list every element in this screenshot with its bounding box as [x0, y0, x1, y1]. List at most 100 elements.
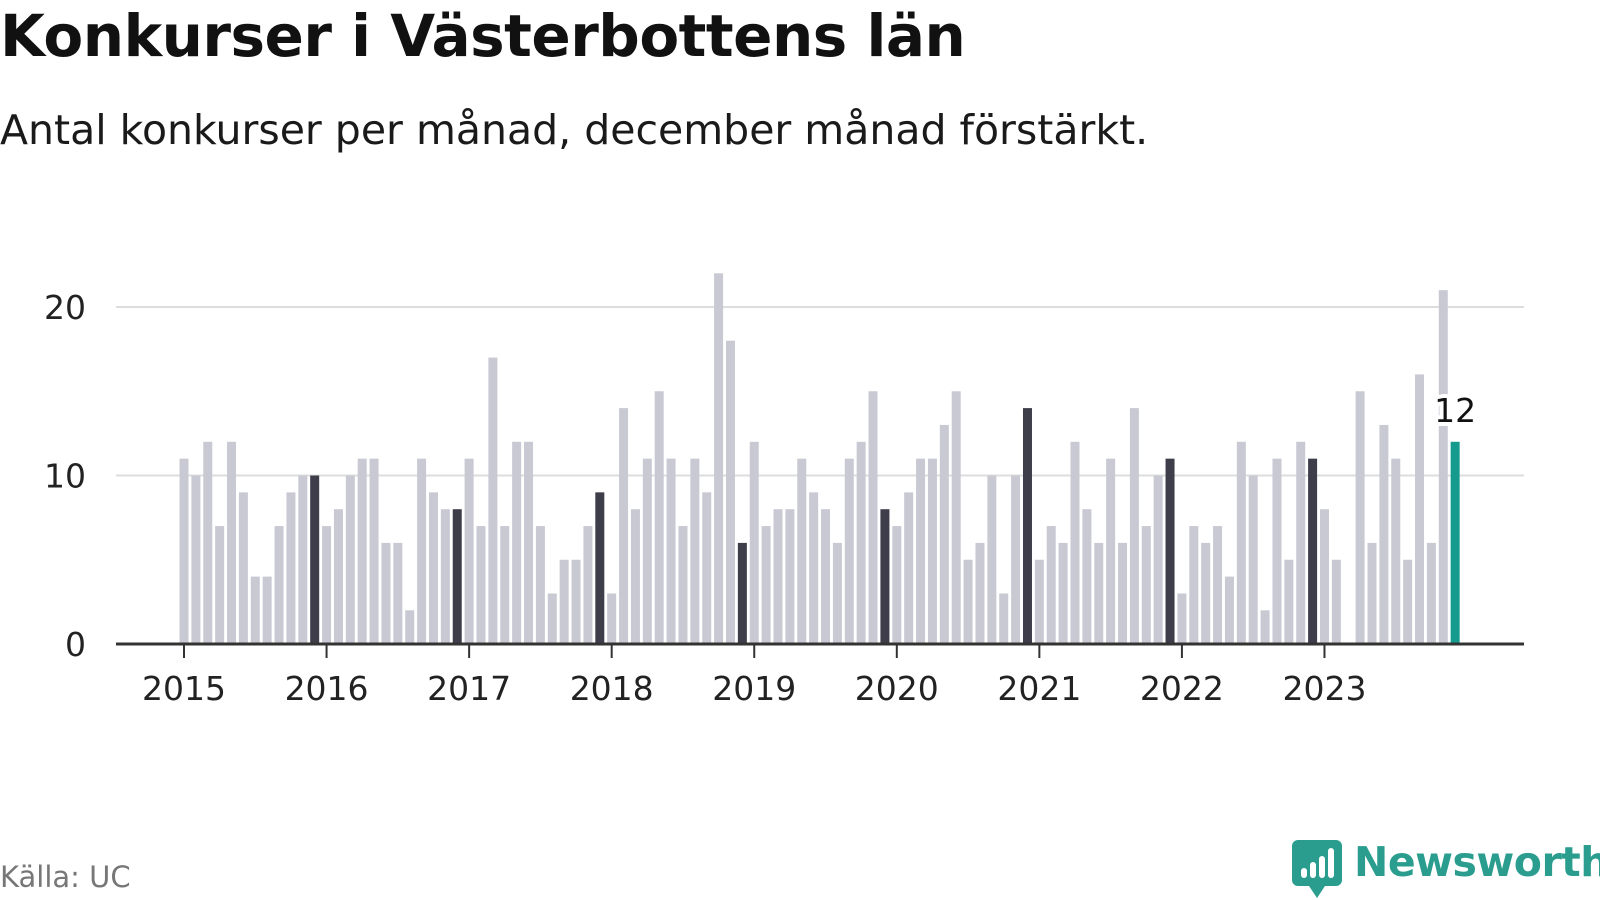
- y-axis-ticks: 0 10 20: [44, 288, 86, 664]
- month-bar: [975, 542, 985, 644]
- month-bar: [1094, 542, 1104, 644]
- x-tick-label: 2016: [285, 669, 369, 708]
- month-bar: [250, 576, 260, 644]
- month-bar: [1260, 610, 1270, 644]
- month-bar: [761, 526, 771, 644]
- month-bar: [690, 458, 700, 644]
- month-bar: [428, 492, 438, 644]
- month-bar: [1106, 458, 1116, 644]
- month-bar: [1415, 374, 1425, 644]
- month-bar: [1319, 509, 1329, 644]
- month-bar: [868, 391, 878, 644]
- month-bar: [1129, 408, 1139, 644]
- month-bar: [1082, 509, 1092, 644]
- month-bar: [821, 509, 831, 644]
- month-bar: [749, 441, 759, 644]
- month-bar: [393, 542, 403, 644]
- december-bar: [310, 475, 320, 644]
- latest-value-label: 12: [1434, 391, 1476, 430]
- month-bar: [488, 357, 498, 644]
- month-bar: [904, 492, 914, 644]
- month-bar: [630, 509, 640, 644]
- month-bar: [1118, 542, 1128, 644]
- month-bar: [322, 526, 332, 644]
- month-bar: [524, 441, 534, 644]
- month-bar: [1011, 475, 1021, 644]
- month-bar: [619, 408, 629, 644]
- month-bar: [405, 610, 415, 644]
- month-bar: [298, 475, 308, 644]
- month-bar: [1058, 542, 1068, 644]
- month-bar: [1141, 526, 1151, 644]
- month-bar: [1391, 458, 1401, 644]
- y-tick-label: 0: [65, 625, 86, 664]
- month-bar: [642, 458, 652, 644]
- brand-logo: Newsworthy: [1292, 838, 1600, 900]
- month-bar: [345, 475, 355, 644]
- month-bar: [725, 340, 735, 644]
- x-tick-label: 2019: [712, 669, 796, 708]
- month-bar: [1201, 542, 1211, 644]
- latest-bar: [1450, 441, 1460, 644]
- bars: [179, 273, 1460, 644]
- month-bar: [916, 458, 926, 644]
- month-bar: [809, 492, 819, 644]
- month-bar: [963, 559, 973, 644]
- brand-name: Newsworthy: [1354, 838, 1600, 886]
- grid-lines: [116, 306, 1524, 477]
- month-bar: [440, 509, 450, 644]
- month-bar: [1379, 424, 1389, 644]
- month-bar: [571, 559, 581, 644]
- month-bar: [1189, 526, 1199, 644]
- bar-chart-speech-bubble-icon: [1292, 840, 1342, 898]
- month-bar: [773, 509, 783, 644]
- month-bar: [262, 576, 272, 644]
- month-bar: [1248, 475, 1258, 644]
- month-bar: [951, 391, 961, 644]
- month-bar: [1236, 441, 1246, 644]
- month-bar: [999, 593, 1009, 644]
- month-bar: [1438, 290, 1448, 644]
- month-bar: [227, 441, 237, 644]
- month-bar: [832, 542, 842, 644]
- month-bar: [381, 542, 391, 644]
- x-tick-label: 2022: [1140, 669, 1224, 708]
- month-bar: [1426, 542, 1436, 644]
- month-bar: [927, 458, 937, 644]
- month-bar: [1153, 475, 1163, 644]
- x-tick-label: 2017: [427, 669, 511, 708]
- month-bar: [607, 593, 617, 644]
- month-bar: [666, 458, 676, 644]
- month-bar: [476, 526, 486, 644]
- month-bar: [1403, 559, 1413, 644]
- month-bar: [678, 526, 688, 644]
- chart-subtitle: Antal konkurser per månad, december måna…: [0, 106, 1149, 154]
- month-bar: [417, 458, 427, 644]
- month-bar: [1034, 559, 1044, 644]
- december-bar: [1308, 458, 1318, 644]
- x-tick-label: 2020: [855, 669, 939, 708]
- december-bar: [1022, 408, 1032, 644]
- month-bar: [215, 526, 225, 644]
- december-bar: [737, 542, 747, 644]
- month-bar: [500, 526, 510, 644]
- month-bar: [892, 526, 902, 644]
- month-bar: [547, 593, 557, 644]
- month-bar: [1331, 559, 1341, 644]
- month-bar: [844, 458, 854, 644]
- month-bar: [369, 458, 379, 644]
- month-bar: [179, 458, 189, 644]
- month-bar: [1367, 542, 1377, 644]
- x-tick-label: 2015: [142, 669, 226, 708]
- month-bar: [1224, 576, 1234, 644]
- month-bar: [856, 441, 866, 644]
- month-bar: [286, 492, 296, 644]
- month-bar: [583, 526, 593, 644]
- source-note: Källa: UC: [0, 860, 131, 894]
- december-bar: [595, 492, 605, 644]
- december-bar: [880, 509, 890, 644]
- month-bar: [1284, 559, 1294, 644]
- month-bar: [1177, 593, 1187, 644]
- month-bar: [702, 492, 712, 644]
